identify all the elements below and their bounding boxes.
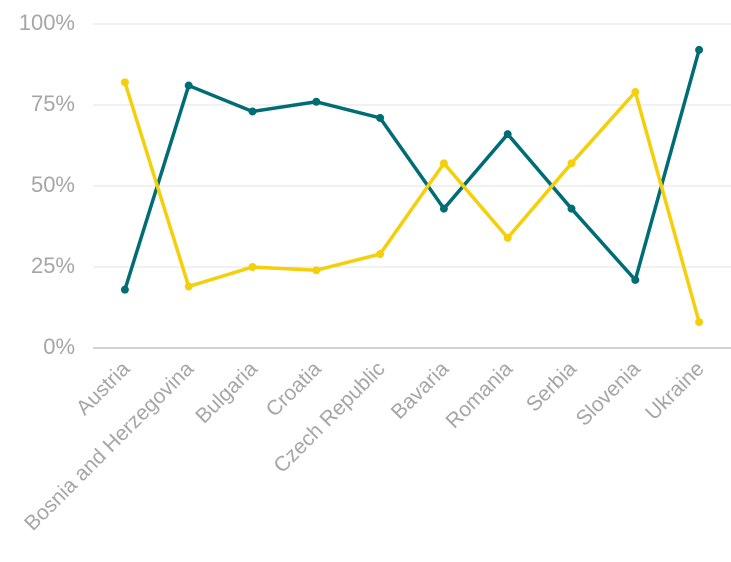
point xyxy=(631,275,640,284)
point xyxy=(184,81,193,90)
point xyxy=(695,318,704,327)
point xyxy=(439,159,448,168)
y-tick-label: 50% xyxy=(31,172,75,197)
point xyxy=(312,266,321,275)
point xyxy=(567,204,576,213)
point xyxy=(120,285,129,294)
series-line xyxy=(123,81,701,323)
series-line xyxy=(123,49,701,291)
point xyxy=(120,78,129,87)
point xyxy=(695,45,704,54)
point xyxy=(503,233,512,242)
x-tick-label: Serbia xyxy=(522,357,581,416)
x-tick-label: Slovenia xyxy=(572,357,645,430)
point xyxy=(184,282,193,291)
x-tick-label: Austria xyxy=(72,357,135,420)
x-tick-label: Ukraine xyxy=(641,357,708,424)
point xyxy=(376,113,385,122)
point xyxy=(567,159,576,168)
point xyxy=(248,107,257,116)
x-tick-label: Croatia xyxy=(262,357,326,421)
x-tick-label: Czech Republic xyxy=(269,357,389,477)
y-tick-label: 0% xyxy=(43,334,75,359)
y-tick-label: 100% xyxy=(19,10,75,35)
x-tick-label: Bulgaria xyxy=(191,357,262,428)
y-tick-label: 25% xyxy=(31,253,75,278)
point xyxy=(248,263,257,271)
point xyxy=(439,204,448,213)
point xyxy=(312,97,321,106)
point xyxy=(631,88,640,97)
point xyxy=(376,250,385,259)
point xyxy=(503,130,512,139)
y-tick-label: 75% xyxy=(31,91,75,116)
x-tick-label: Romania xyxy=(442,357,518,433)
